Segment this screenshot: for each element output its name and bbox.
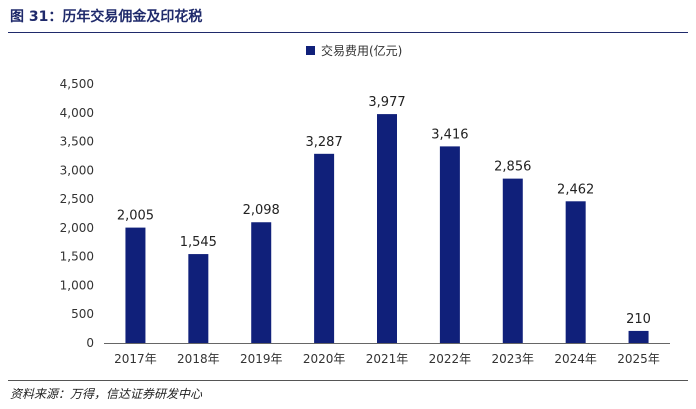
data-label: 3,287 xyxy=(306,135,343,150)
x-tick-label: 2021年 xyxy=(366,352,409,366)
source-note: 资料来源：万得，信达证券研发中心 xyxy=(10,387,203,401)
legend-swatch xyxy=(306,46,315,55)
y-tick-label: 4,000 xyxy=(60,106,94,120)
bar xyxy=(188,254,209,343)
y-tick-label: 3,500 xyxy=(60,135,94,149)
y-axis: 0 500 1,000 1,500 2,000 2,500 3,000 3,500 4,000 4… xyxy=(60,77,94,350)
y-tick-label: 3,000 xyxy=(60,163,94,177)
bar xyxy=(314,153,335,343)
figure-title: 图 31：历年交易佣金及印花税 xyxy=(10,9,203,25)
x-tick-label: 2019年 xyxy=(240,352,283,366)
data-label: 210 xyxy=(626,312,651,327)
x-axis: 2017年 2018年 2019年 2020年 2021年 2022年 2023年 2024年… xyxy=(104,343,670,366)
legend-label: 交易费用(亿元) xyxy=(321,43,402,58)
y-tick-label: 1,000 xyxy=(60,278,94,292)
bar xyxy=(502,178,523,343)
data-label: 2,856 xyxy=(494,160,531,175)
x-tick-label: 2023年 xyxy=(492,352,535,366)
x-tick-label: 2022年 xyxy=(429,352,472,366)
legend: 交易费用(亿元) xyxy=(306,43,402,58)
bar xyxy=(251,222,272,343)
x-tick-label: 2020年 xyxy=(303,352,346,366)
x-tick-label: 2024年 xyxy=(554,352,597,366)
bar xyxy=(565,201,586,343)
bar xyxy=(628,330,649,343)
data-label: 2,005 xyxy=(117,209,154,224)
data-label: 3,416 xyxy=(431,127,468,142)
y-tick-label: 4,500 xyxy=(60,77,94,91)
title-rule xyxy=(8,32,688,33)
data-label: 3,977 xyxy=(368,95,405,110)
bar xyxy=(439,146,460,343)
y-tick-label: 2,500 xyxy=(60,192,94,206)
x-tick-label: 2017年 xyxy=(114,352,157,366)
source-rule xyxy=(8,380,688,381)
y-tick-label: 0 xyxy=(86,336,94,350)
bar xyxy=(125,227,146,343)
data-labels: 2,005 1,545 2,098 3,287 3,977 3,416 2,856 2,462… xyxy=(117,95,651,327)
data-label: 2,462 xyxy=(557,182,594,197)
data-label: 1,545 xyxy=(180,235,217,250)
bar xyxy=(377,114,397,343)
bar-chart: 交易费用(亿元) 0 500 1,000 1,500 2,000 2,500 3,000 3,… xyxy=(60,43,670,366)
x-tick-label: 2018年 xyxy=(177,352,220,366)
data-label: 2,098 xyxy=(243,203,280,218)
bars xyxy=(125,114,649,343)
y-tick-label: 1,500 xyxy=(60,250,94,264)
x-tick-label: 2025年 xyxy=(617,352,660,366)
y-tick-label: 2,000 xyxy=(60,221,94,235)
y-tick-label: 500 xyxy=(71,307,94,321)
